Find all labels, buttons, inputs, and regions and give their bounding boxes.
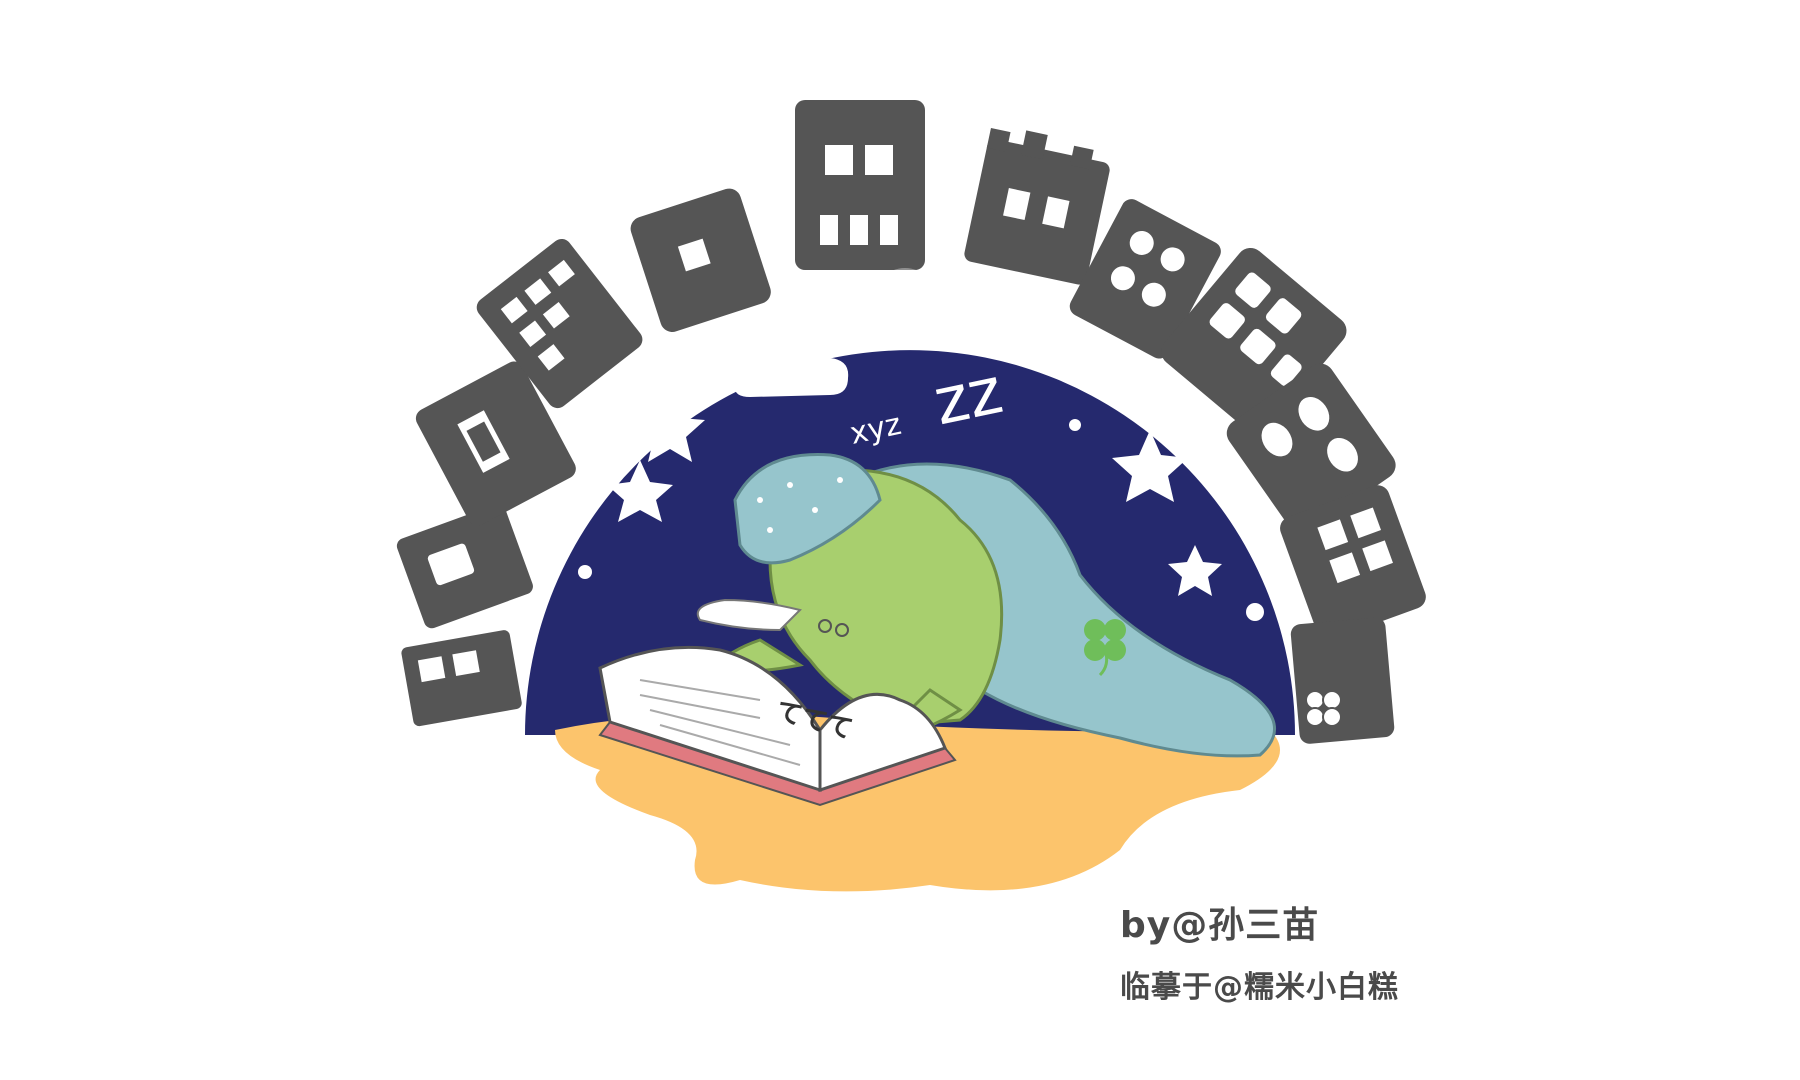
building xyxy=(630,188,771,332)
city-skyline xyxy=(396,100,1426,744)
building xyxy=(396,504,533,629)
clover-icon xyxy=(1084,619,1126,677)
star-icon xyxy=(607,460,673,522)
nostril xyxy=(835,623,849,637)
building xyxy=(964,128,1110,285)
star-dot xyxy=(578,565,592,579)
star-dot xyxy=(685,357,691,363)
star-icon xyxy=(1168,545,1222,596)
sleep-text-large: zz xyxy=(928,354,1009,440)
moon-icon xyxy=(873,268,937,332)
building xyxy=(476,238,643,409)
star-dot xyxy=(1246,603,1264,621)
star-icon xyxy=(1112,430,1188,502)
book-illustration: ててて xyxy=(598,645,957,807)
drool xyxy=(696,598,802,632)
cloud-icon xyxy=(734,341,849,397)
nightcap xyxy=(733,453,882,565)
star-dot xyxy=(1069,419,1081,431)
building xyxy=(401,630,522,727)
author-credit: by@孙三苗 xyxy=(1120,905,1320,946)
building xyxy=(795,100,925,270)
star-icon xyxy=(635,395,705,462)
building xyxy=(415,361,576,526)
building xyxy=(1290,617,1395,744)
building xyxy=(1226,363,1396,535)
building xyxy=(1069,199,1221,359)
clover-icon xyxy=(1305,690,1342,727)
building xyxy=(1280,485,1426,640)
nostril xyxy=(818,619,832,633)
copy-credit: 临摹于@糯米小白糕 xyxy=(1120,970,1399,1005)
